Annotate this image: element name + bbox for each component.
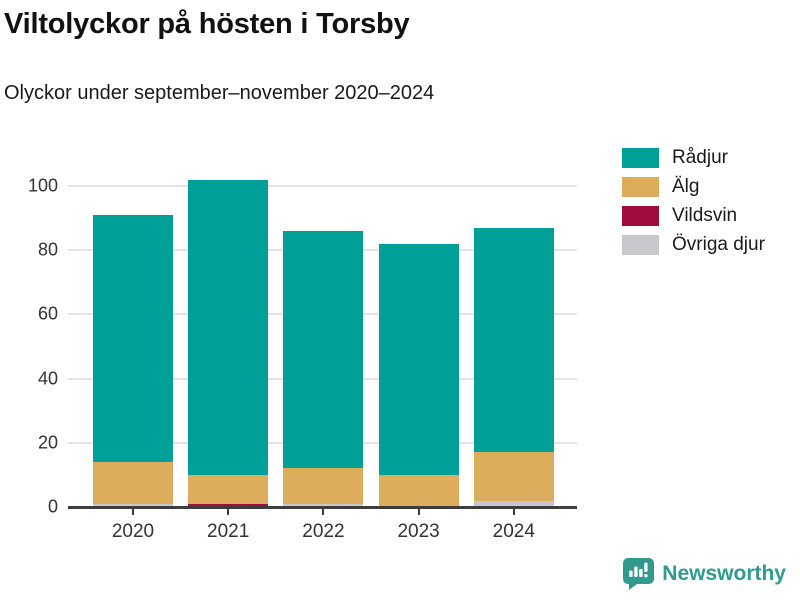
legend-label: Vildsvin <box>672 205 738 226</box>
bar-segment-r-djur-2021 <box>188 179 269 475</box>
bar-segment-r-djur-2020 <box>93 214 173 463</box>
legend-item--lg: Älg <box>622 176 765 197</box>
y-tick-label: 20 <box>37 432 58 453</box>
legend-swatch-icon <box>622 235 659 255</box>
bar-segment--lg-2020 <box>93 462 173 504</box>
bar-segment--vriga-djur-2024 <box>473 500 554 507</box>
x-axis-label-2023: 2023 <box>397 521 440 542</box>
bar-segment--lg-2023 <box>378 474 459 507</box>
legend-item-vildsvin: Vildsvin <box>622 205 765 226</box>
bar-segment--lg-2021 <box>188 474 269 504</box>
newsworthy-bubble-icon <box>623 558 655 590</box>
x-axis-label-2022: 2022 <box>302 521 345 542</box>
legend-item--vriga-djur: Övriga djur <box>622 234 765 255</box>
x-axis-label-2024: 2024 <box>492 521 535 542</box>
y-gridline <box>68 185 577 187</box>
bar-segment-r-djur-2023 <box>378 243 459 475</box>
bar-segment-vildsvin-2021 <box>188 503 269 507</box>
chart-title: Viltolyckor på hösten i Torsby <box>4 8 410 40</box>
x-tick-mark <box>227 508 230 515</box>
bar-segment--vriga-djur-2020 <box>93 503 173 507</box>
legend-swatch-icon <box>622 177 659 197</box>
bar-segment-r-djur-2022 <box>283 230 364 469</box>
bar-segment-r-djur-2024 <box>473 227 554 453</box>
legend-swatch-icon <box>622 148 659 168</box>
legend-item-r-djur: Rådjur <box>622 147 765 168</box>
x-tick-mark <box>417 508 420 515</box>
y-tick-label: 40 <box>37 368 58 389</box>
y-tick-label: 100 <box>27 175 58 196</box>
legend-label: Älg <box>672 176 700 197</box>
y-tick-label: 0 <box>47 496 58 517</box>
x-axis-line <box>68 505 577 509</box>
x-tick-mark <box>512 508 515 515</box>
bar-segment--lg-2022 <box>283 468 364 504</box>
legend-label: Övriga djur <box>672 234 765 255</box>
bar-segment--vriga-djur-2022 <box>283 503 364 507</box>
chart-subtitle: Olyckor under september–november 2020–20… <box>4 82 435 104</box>
newsworthy-logo[interactable]: Newsworthy <box>622 557 786 590</box>
x-axis-label-2021: 2021 <box>207 521 250 542</box>
legend: Rådjur Älg Vildsvin Övriga djur <box>622 147 765 264</box>
y-tick-label: 80 <box>37 239 58 260</box>
bar-segment--lg-2024 <box>473 452 554 501</box>
legend-swatch-icon <box>622 206 659 226</box>
y-tick-label: 60 <box>37 303 58 324</box>
brand-name: Newsworthy <box>662 561 786 585</box>
x-tick-mark <box>132 508 134 515</box>
x-axis-label-2020: 2020 <box>111 521 155 542</box>
legend-label: Rådjur <box>672 147 728 168</box>
x-tick-mark <box>322 508 325 515</box>
